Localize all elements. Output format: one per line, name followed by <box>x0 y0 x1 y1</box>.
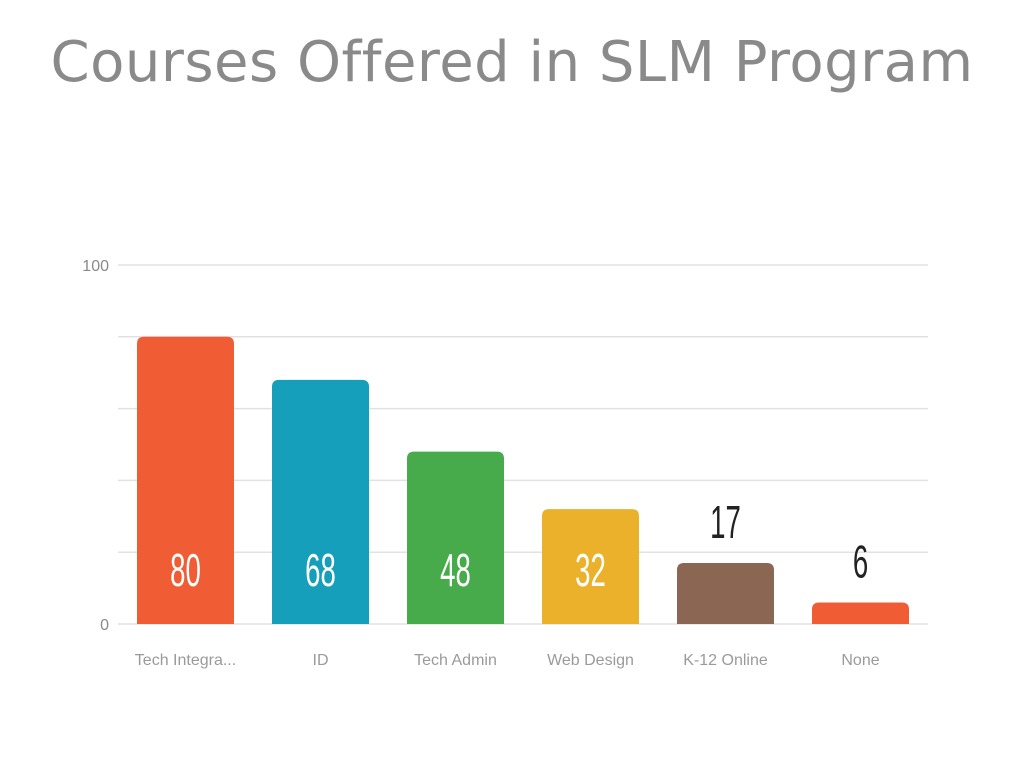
y-tick-label: 100 <box>82 258 109 275</box>
bar <box>812 602 909 624</box>
data-label: 68 <box>305 546 336 597</box>
bar <box>542 509 639 624</box>
y-tick-label: 0 <box>100 617 109 634</box>
chart-title: Courses Offered in SLM Program <box>50 30 974 95</box>
bar <box>677 562 774 624</box>
x-tick-label: None <box>841 652 879 669</box>
x-tick-label: K-12 Online <box>683 652 768 669</box>
x-tick-label: Web Design <box>547 652 634 669</box>
x-tick-label: Tech Admin <box>414 652 497 669</box>
data-label: 48 <box>440 546 471 597</box>
data-label: 32 <box>575 546 606 597</box>
x-tick-label: Tech Integra... <box>135 652 236 669</box>
bar <box>272 379 369 624</box>
bar <box>137 336 234 624</box>
data-label: 6 <box>853 537 868 588</box>
x-tick-label: ID <box>313 652 329 669</box>
data-label: 17 <box>710 498 741 549</box>
bar <box>407 451 504 624</box>
data-label: 80 <box>170 546 201 597</box>
